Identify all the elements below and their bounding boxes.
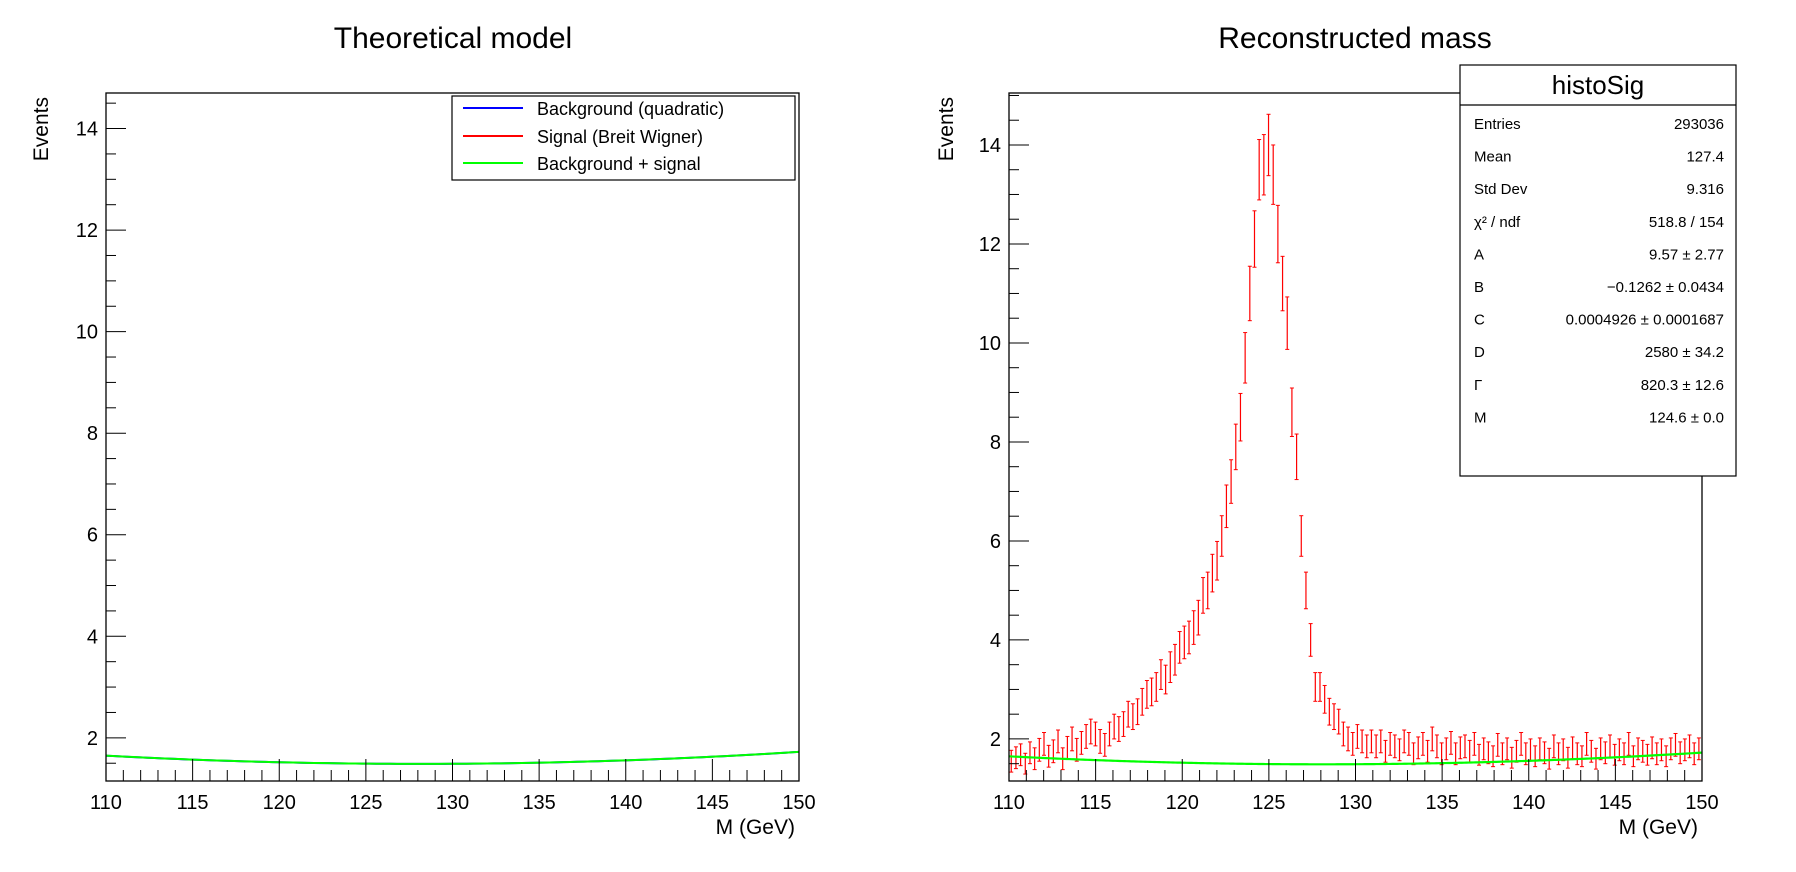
x-tick-label: 150 (782, 792, 815, 814)
stats-value: −0.1262 ± 0.0434 (1607, 279, 1724, 296)
left-frame (105, 92, 800, 782)
right-xlabel: M (GeV) (1619, 816, 1698, 839)
legend-label-signal: Signal (Breit Wigner) (537, 127, 703, 147)
stats-key: Entries (1474, 116, 1521, 133)
left-title: Theoretical model (334, 22, 572, 55)
legend-label-background: Background (quadratic) (537, 99, 724, 119)
stats-key: Γ (1474, 377, 1482, 394)
y-tick-label: 6 (990, 531, 1001, 553)
x-tick-label: 150 (1685, 792, 1718, 814)
legend: Background (quadratic) Signal (Breit Wig… (451, 95, 796, 181)
stats-value: 820.3 ± 12.6 (1641, 377, 1724, 394)
x-tick-label: 120 (263, 792, 296, 814)
x-tick-label: 135 (522, 792, 555, 814)
x-tick-label: 145 (1599, 792, 1632, 814)
stats-value: 518.8 / 154 (1649, 214, 1724, 231)
y-tick-label: 10 (979, 333, 1001, 355)
stats-key: Mean (1474, 149, 1512, 166)
y-tick-label: 2 (990, 729, 1001, 751)
stats-key: M (1474, 409, 1487, 426)
x-tick-label: 110 (90, 792, 122, 814)
stats-key: C (1474, 312, 1485, 329)
right-panel: Reconstructed mass 110 115 120 125 130 135 140… (935, 22, 1737, 839)
stats-box-title: histoSig (1552, 70, 1645, 100)
y-tick-label: 12 (979, 234, 1001, 256)
stats-value: 293036 (1674, 116, 1724, 133)
stats-key: D (1474, 344, 1485, 361)
right-ylabel: Events (935, 97, 958, 161)
y-tick-label: 4 (87, 626, 98, 648)
stats-value: 124.6 ± 0.0 (1649, 409, 1724, 426)
x-tick-label: 115 (1080, 792, 1112, 814)
legend-box (451, 95, 796, 181)
y-tick-label: 8 (87, 423, 98, 445)
x-tick-label: 130 (1339, 792, 1372, 814)
x-tick-label: 115 (177, 792, 209, 814)
left-axes: 110 115 120 125 130 135 140 145 150 2 4 6 8 10 12 14 (76, 102, 816, 814)
stats-key: Std Dev (1474, 181, 1528, 198)
x-tick-label: 120 (1166, 792, 1199, 814)
y-tick-label: 14 (979, 135, 1001, 157)
right-title: Reconstructed mass (1218, 22, 1491, 55)
legend-label-total: Background + signal (537, 154, 701, 174)
stats-value: 9.57 ± 2.77 (1649, 246, 1724, 263)
y-tick-label: 8 (990, 432, 1001, 454)
y-tick-label: 10 (76, 322, 98, 344)
x-tick-label: 140 (1512, 792, 1545, 814)
x-tick-label: 135 (1425, 792, 1458, 814)
x-tick-label: 110 (993, 792, 1025, 814)
stats-key: χ² / ndf (1474, 214, 1521, 231)
y-tick-label: 6 (87, 525, 98, 547)
x-tick-label: 145 (696, 792, 729, 814)
x-tick-label: 130 (436, 792, 469, 814)
left-panel: Theoretical model 110 115 120 125 130 135 140 1… (30, 22, 816, 839)
left-ylabel: Events (30, 97, 53, 161)
y-tick-label: 2 (87, 728, 98, 750)
x-tick-label: 125 (1252, 792, 1285, 814)
right-axes: 110 115 120 125 130 135 140 145 150 2 4 6 8 10 12 14 (979, 94, 1719, 814)
left-xlabel: M (GeV) (716, 816, 795, 839)
stats-value: 127.4 (1686, 149, 1724, 166)
stats-value: 9.316 (1686, 181, 1724, 198)
x-tick-label: 125 (349, 792, 382, 814)
y-tick-label: 4 (990, 630, 1001, 652)
y-tick-label: 12 (76, 220, 98, 242)
y-tick-label: 14 (76, 119, 98, 141)
stats-box: histoSig Entries 293036 Mean 127.4 Std Dev 9.… (1459, 64, 1737, 477)
stats-box-frame (1459, 64, 1737, 477)
x-tick-label: 140 (609, 792, 642, 814)
stats-value: 0.0004926 ± 0.0001687 (1566, 312, 1724, 329)
stats-value: 2580 ± 34.2 (1645, 344, 1724, 361)
stats-key: A (1474, 246, 1484, 263)
stats-key: B (1474, 279, 1484, 296)
